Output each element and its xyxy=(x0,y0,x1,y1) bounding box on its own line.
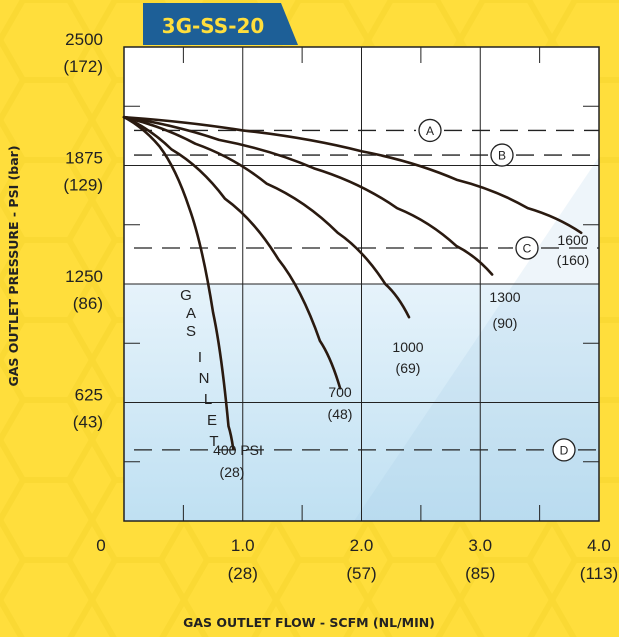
gas-inlet-letter: N xyxy=(199,370,210,387)
series-label: 400 PSI xyxy=(213,442,263,458)
series-label: 1300 xyxy=(489,289,520,305)
y-tick-label: 2500 xyxy=(65,30,103,49)
y-tick-label: 1250 xyxy=(65,267,103,286)
x-tick-label: 0 xyxy=(96,536,105,555)
reference-marker-a xyxy=(418,118,442,143)
reference-marker-b xyxy=(490,143,514,167)
series-line-5 xyxy=(122,115,583,235)
y-tick-sublabel: (129) xyxy=(63,176,103,195)
y-tick-sublabel: (43) xyxy=(73,413,103,432)
series-line-1 xyxy=(122,115,235,451)
x-tick-sublabel: (113) xyxy=(580,564,618,583)
gas-inlet-letter: A xyxy=(186,305,196,322)
y-tick-sublabel: (86) xyxy=(73,294,103,313)
series-line-2 xyxy=(122,115,342,390)
y-axis-title: GAS OUTLET PRESSURE - PSI (bar) xyxy=(6,145,21,386)
y-tick-label: 625 xyxy=(75,386,103,405)
reference-marker-label: A xyxy=(426,124,434,138)
x-tick-label: 1.0 xyxy=(231,536,255,555)
x-axis-ticks: 0 1.0 (28) 2.0 (57) 3.0 (85) 4.0 (113) xyxy=(96,536,618,583)
series-line-3 xyxy=(122,115,411,319)
x-tick-label: 2.0 xyxy=(350,536,374,555)
series-line-4 xyxy=(122,115,494,276)
series-sublabel: (90) xyxy=(493,315,518,331)
series-sublabel: (160) xyxy=(557,252,590,268)
series-sublabel: (28) xyxy=(220,464,245,480)
y-tick-sublabel: (172) xyxy=(63,57,103,76)
x-axis-title: GAS OUTLET FLOW - SCFM (NL/MIN) xyxy=(183,615,435,630)
series-label: 1000 xyxy=(392,339,423,355)
x-tick-sublabel: (57) xyxy=(346,564,376,583)
series-sublabel: (48) xyxy=(328,406,353,422)
grid xyxy=(123,46,600,522)
reference-marker-d xyxy=(552,438,576,462)
series-label: 700 xyxy=(328,384,352,400)
series-curves: 400 PSI (28) 700 (48) 1000 (69) 1300 (90) 1600 (1… xyxy=(122,115,590,480)
gas-inlet-letter: E xyxy=(207,412,217,429)
gas-inlet-letter: I xyxy=(198,349,202,366)
reference-marker-label: C xyxy=(523,241,532,255)
reference-lines: A B C D xyxy=(134,118,599,462)
x-tick-label: 3.0 xyxy=(468,536,492,555)
chart-title: 3G-SS-20 xyxy=(162,14,265,38)
gas-inlet-letter: L xyxy=(204,391,212,408)
reference-marker-c xyxy=(515,236,539,260)
y-tick-label: 1875 xyxy=(65,149,103,168)
reference-marker-label: B xyxy=(498,149,506,163)
y-axis-ticks: 625 (43) 1250 (86) 1875 (129) 2500 (172) xyxy=(63,30,103,432)
x-tick-sublabel: (28) xyxy=(228,564,258,583)
gas-inlet-letter: T xyxy=(209,433,218,450)
x-tick-sublabel: (85) xyxy=(465,564,495,583)
series-label: 1600 xyxy=(557,232,588,248)
gas-inlet-letter: G xyxy=(180,287,192,304)
reference-marker-label: D xyxy=(560,443,569,457)
x-tick-label: 4.0 xyxy=(587,536,611,555)
gas-inlet-letter: S xyxy=(186,323,196,340)
chart-title-tab: 3G-SS-20 xyxy=(143,3,298,45)
series-sublabel: (69) xyxy=(396,360,421,376)
